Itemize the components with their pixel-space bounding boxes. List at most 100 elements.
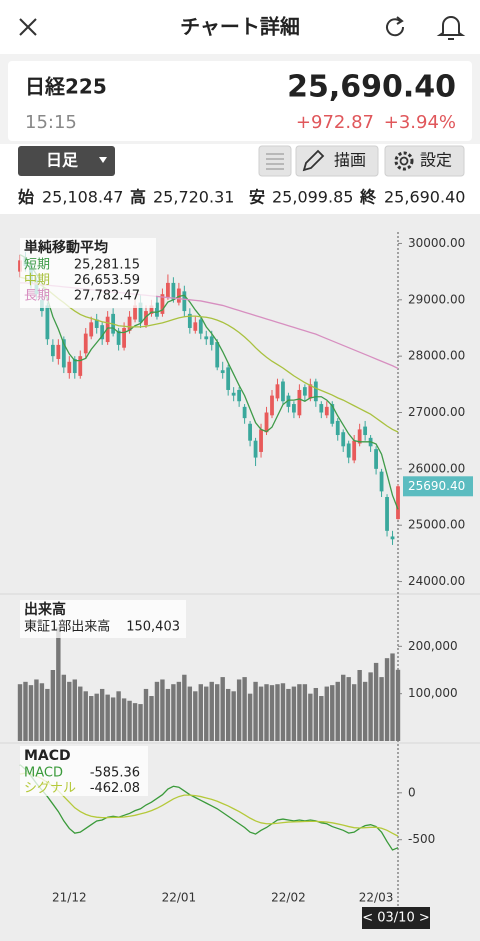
volume-bar bbox=[176, 681, 182, 741]
ohlc-row: 始 25,108.47 高 25,720.31 安 25,099.85 終 25… bbox=[18, 188, 465, 207]
volume-bar bbox=[99, 688, 105, 741]
candle-body bbox=[171, 282, 176, 300]
candle-body bbox=[231, 392, 236, 396]
candle-body bbox=[61, 339, 66, 368]
index-price: 25,690.40 bbox=[287, 70, 456, 105]
volume-bar bbox=[308, 693, 313, 741]
quote-time: 15:15 bbox=[25, 112, 77, 133]
refresh-icon bbox=[386, 18, 405, 37]
candle-body bbox=[286, 395, 291, 407]
y-tick-label: 29000.00 bbox=[408, 292, 465, 306]
header-title: チャート詳細 bbox=[180, 15, 300, 39]
volume-bar bbox=[373, 662, 379, 741]
settings-label: 設定 bbox=[420, 151, 452, 170]
refresh-button[interactable] bbox=[386, 16, 405, 37]
volume-bar bbox=[368, 672, 373, 741]
cursor-label: < 03/10 > bbox=[362, 911, 430, 926]
legend-box bbox=[20, 238, 156, 308]
price-tag bbox=[403, 476, 473, 497]
y-tick-label: 28000.00 bbox=[408, 349, 465, 363]
volume-bar bbox=[220, 677, 225, 741]
period-dropdown-box bbox=[18, 146, 115, 176]
volume-bar bbox=[225, 688, 231, 741]
index-name: 日経225 bbox=[25, 75, 107, 99]
price-change: +972.87 bbox=[296, 112, 374, 133]
volume-bar bbox=[23, 681, 28, 741]
series-line bbox=[19, 254, 399, 510]
volume-bar bbox=[280, 683, 286, 741]
candle-body bbox=[270, 395, 274, 416]
candle-body bbox=[94, 319, 99, 328]
close-button[interactable] bbox=[19, 18, 37, 36]
volume-bar bbox=[50, 670, 56, 741]
volume-bar bbox=[209, 681, 214, 741]
candle-body bbox=[133, 305, 137, 320]
candle-body bbox=[45, 305, 50, 340]
volume-bar bbox=[204, 686, 209, 741]
volume-bar bbox=[247, 693, 253, 741]
volume-bar bbox=[154, 681, 160, 741]
candle-body bbox=[379, 471, 384, 492]
candle-body bbox=[390, 536, 395, 540]
candle-body bbox=[149, 305, 154, 314]
candle-body bbox=[363, 426, 368, 436]
volume-bar bbox=[384, 658, 390, 741]
plot: 24000.00 25000.00 26000.00 27000.00 28000.00… bbox=[17, 236, 473, 905]
period-dropdown[interactable]: 日足 bbox=[18, 146, 115, 176]
candle-body bbox=[67, 361, 72, 374]
ohlc-key: 安 bbox=[249, 188, 265, 207]
legend-name: 中期 bbox=[24, 273, 50, 288]
volume-bar bbox=[324, 686, 329, 741]
legend-box bbox=[20, 746, 148, 796]
candle-body bbox=[346, 443, 351, 458]
volume-bar bbox=[116, 691, 121, 741]
candle-body bbox=[155, 302, 159, 317]
list-button[interactable] bbox=[258, 145, 292, 177]
volume-bar bbox=[193, 691, 198, 741]
volume-bar bbox=[253, 681, 258, 741]
volume-bar bbox=[105, 694, 110, 741]
volume-bar bbox=[165, 688, 171, 741]
price-tag-label: 25690.40 bbox=[408, 479, 465, 493]
candle-body bbox=[209, 336, 214, 345]
candle-body bbox=[396, 486, 400, 520]
y-tick-label: 24000.00 bbox=[408, 574, 465, 588]
header-bar bbox=[0, 0, 480, 54]
y-tick-label: 30000.00 bbox=[408, 236, 465, 250]
candle-body bbox=[308, 384, 313, 399]
candle-body bbox=[302, 387, 307, 396]
candle-body bbox=[182, 291, 187, 312]
volume-bar bbox=[302, 684, 308, 741]
chart-area bbox=[0, 214, 480, 941]
candle-body bbox=[166, 282, 170, 297]
volume-bar bbox=[39, 683, 45, 741]
volume-bar bbox=[351, 684, 357, 741]
candle-body bbox=[215, 342, 220, 368]
candle-body bbox=[100, 325, 105, 340]
volume-bar bbox=[132, 703, 138, 741]
x-tick-label: 22/01 bbox=[162, 891, 197, 905]
candle-body bbox=[237, 389, 242, 402]
y-tick-label: 0 bbox=[408, 785, 416, 799]
refresh-icon bbox=[396, 16, 404, 25]
settings-button[interactable]: 設定 bbox=[384, 145, 465, 177]
volume-bar bbox=[198, 684, 203, 741]
draw-button[interactable]: 描画 bbox=[295, 145, 379, 177]
legend-name: シグナル bbox=[24, 781, 76, 796]
candle-body bbox=[292, 404, 296, 413]
legend-value: 25,281.15 bbox=[74, 258, 140, 273]
volume-bar bbox=[341, 674, 346, 741]
candle-body bbox=[204, 336, 209, 340]
volume-bar bbox=[286, 688, 291, 741]
volume-bar bbox=[182, 674, 187, 741]
volume-bar bbox=[83, 691, 88, 741]
volume-bar bbox=[67, 681, 72, 741]
legend-name: 長期 bbox=[24, 289, 50, 304]
notification-button[interactable] bbox=[436, 16, 466, 40]
candle-body bbox=[116, 330, 121, 345]
candle-body bbox=[89, 322, 94, 337]
y-tick-label: 25000.00 bbox=[408, 518, 465, 532]
candle-body bbox=[253, 440, 258, 458]
candle-body bbox=[297, 389, 302, 416]
gear-icon bbox=[399, 156, 409, 166]
